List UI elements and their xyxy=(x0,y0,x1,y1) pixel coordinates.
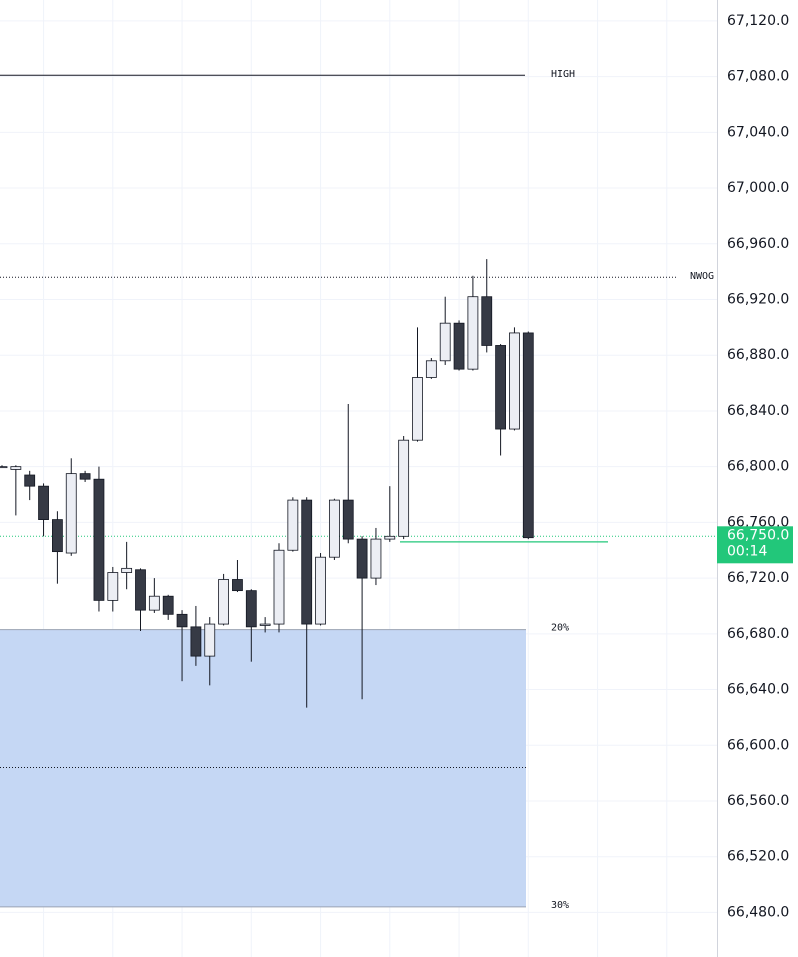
candle-body xyxy=(439,322,451,362)
candle-body xyxy=(412,377,423,441)
candle-body xyxy=(509,332,520,430)
candle-body xyxy=(38,485,49,520)
level-label: NWOG xyxy=(690,271,714,282)
candle-body xyxy=(495,345,507,430)
candle-body xyxy=(65,473,77,554)
zone-bottom-label: 30% xyxy=(551,900,569,911)
candle-body xyxy=(245,590,257,628)
candle-body xyxy=(190,626,202,657)
y-tick-label: 66,560.0 xyxy=(727,793,789,809)
zone-top-label: 20% xyxy=(551,623,569,634)
y-tick-label: 66,680.0 xyxy=(727,626,789,642)
y-tick-label: 67,000.0 xyxy=(727,180,789,196)
zone-rect xyxy=(0,629,526,907)
zone-layer: 20% 30% xyxy=(0,623,569,911)
candle-body xyxy=(121,567,133,573)
candle-body xyxy=(384,535,396,540)
y-tick-label: 66,840.0 xyxy=(727,403,789,419)
y-tick-label: 66,520.0 xyxy=(727,849,789,865)
levels-layer: HIGH NWOG xyxy=(0,69,717,543)
candle-body xyxy=(522,332,534,539)
candle-body xyxy=(467,296,479,370)
candle-body xyxy=(232,579,243,592)
candle-body xyxy=(259,623,271,626)
candle-body xyxy=(107,572,119,601)
candle-body xyxy=(398,439,410,537)
candle-body xyxy=(287,499,299,551)
candle-body xyxy=(481,296,493,346)
y-tick-label: 66,920.0 xyxy=(727,291,789,307)
y-tick-label: 67,080.0 xyxy=(727,69,789,85)
candle-body xyxy=(453,322,465,370)
candle-body xyxy=(356,538,368,579)
price-axis: 66,480.0 66,520.0 66,560.0 66,600.0 66,640.0… xyxy=(717,13,793,920)
candle-body xyxy=(328,499,340,558)
candle-body xyxy=(370,538,382,579)
y-tick-label: 67,040.0 xyxy=(727,124,789,140)
candle-body xyxy=(273,549,285,625)
candle-body xyxy=(0,466,8,469)
countdown-label: 00:14 xyxy=(727,543,767,559)
candles-layer xyxy=(0,259,534,708)
y-tick-label: 67,120.0 xyxy=(727,13,789,29)
y-tick-label: 66,600.0 xyxy=(727,737,789,753)
candle-body xyxy=(301,499,313,625)
candle-body xyxy=(204,623,216,657)
y-tick-label: 66,720.0 xyxy=(727,570,789,586)
level-label: HIGH xyxy=(551,69,575,80)
candle-body xyxy=(24,474,36,487)
candle-body xyxy=(93,478,105,601)
candle-body xyxy=(10,466,22,470)
y-tick-label: 66,880.0 xyxy=(727,347,789,363)
candle-body xyxy=(135,569,146,611)
candle-body xyxy=(218,579,230,625)
y-tick-label: 66,640.0 xyxy=(727,682,789,698)
candle-body xyxy=(162,595,174,615)
last-price-label: 66,750.0 xyxy=(727,527,789,543)
y-tick-label: 66,800.0 xyxy=(727,459,789,475)
last-price-tag xyxy=(717,526,793,564)
candle-body xyxy=(79,473,91,480)
candle-body xyxy=(425,360,437,378)
candle-body xyxy=(52,519,63,553)
candle-body xyxy=(342,499,354,540)
candle-body xyxy=(176,613,188,628)
y-tick-label: 66,960.0 xyxy=(727,236,789,252)
y-tick-label: 66,480.0 xyxy=(727,904,789,920)
candle-body xyxy=(148,595,160,611)
candle-body xyxy=(315,556,326,625)
